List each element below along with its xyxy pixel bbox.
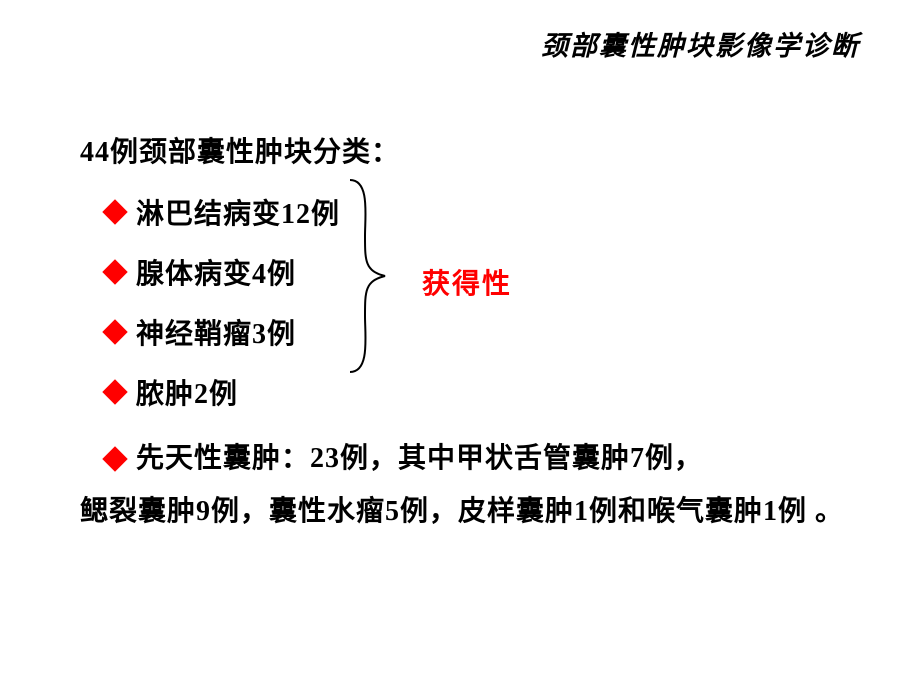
bullet-row: 脓肿2例 — [106, 372, 860, 412]
bullet-text: 腺体病变4例 — [136, 252, 296, 292]
bullet-row: 神经鞘瘤3例 — [106, 312, 860, 352]
diamond-icon — [102, 446, 127, 471]
congenital-cont: 鳃裂囊肿9例，囊性水瘤5例，皮样囊肿1例和喉气囊肿1例 。 — [80, 496, 844, 527]
bullet-text: 神经鞘瘤3例 — [136, 312, 296, 352]
diamond-icon — [102, 379, 127, 404]
diamond-icon — [102, 199, 127, 224]
bullet-row: 淋巴结病变12例 — [106, 192, 860, 232]
classification-title: 44例颈部囊性肿块分类： — [80, 130, 860, 170]
curly-brace — [345, 176, 395, 376]
page-header: 颈部囊性肿块影像学诊断 — [541, 24, 860, 63]
acquired-label: 获得性 — [422, 262, 512, 302]
congenital-block: 先天性囊肿：23例，其中甲状舌管囊肿7例， 鳃裂囊肿9例，囊性水瘤5例，皮样囊肿… — [80, 432, 860, 538]
diamond-icon — [102, 259, 127, 284]
diamond-icon — [102, 319, 127, 344]
bullet-text: 淋巴结病变12例 — [136, 192, 340, 232]
bullet-text: 脓肿2例 — [136, 372, 238, 412]
content-block: 44例颈部囊性肿块分类： 淋巴结病变12例 腺体病变4例 神经鞘瘤3例 脓肿2例… — [80, 130, 860, 538]
congenital-lead: 先天性囊肿：23例，其中甲状舌管囊肿7例， — [136, 443, 703, 474]
